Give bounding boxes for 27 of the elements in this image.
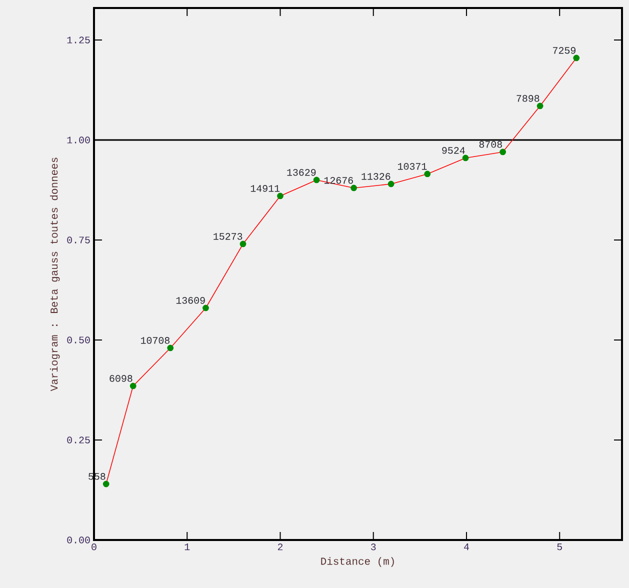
y-tick-label: 0.00 xyxy=(67,536,90,544)
annotation: 14911 xyxy=(250,185,280,192)
y-tick-label: 0.50 xyxy=(67,336,90,344)
annotation: 8708 xyxy=(479,141,502,148)
annotation: 10708 xyxy=(140,337,170,344)
x-tick-label: 1 xyxy=(184,544,190,550)
annotation: 13629 xyxy=(287,169,316,176)
annotation: 7898 xyxy=(516,95,540,102)
y-axis-title: Variogram : Beta gauss toutes donnees xyxy=(50,158,60,392)
annotation: 7259 xyxy=(553,47,576,54)
x-tick-label: 4 xyxy=(464,544,469,550)
x-tick-label: 5 xyxy=(557,544,562,550)
y-tick-label: 1.00 xyxy=(67,136,90,144)
annotation: 6098 xyxy=(110,375,132,382)
y-tick-label: 1.25 xyxy=(67,36,90,44)
y-tick-label: 0.75 xyxy=(67,236,90,244)
x-tick-label: 3 xyxy=(371,544,376,550)
annotation: 15273 xyxy=(214,233,242,240)
x-axis-title: Distance (m) xyxy=(321,557,394,567)
annotation: 10371 xyxy=(398,163,427,170)
annotation: 12676 xyxy=(324,177,353,184)
x-tick-label: 2 xyxy=(278,544,283,550)
annotation: 13609 xyxy=(176,297,205,304)
annotation: 11326 xyxy=(362,173,390,180)
y-tick-label: 0.25 xyxy=(67,436,90,444)
annotation: 9524 xyxy=(442,147,465,154)
x-tick-label: 0 xyxy=(92,544,96,550)
